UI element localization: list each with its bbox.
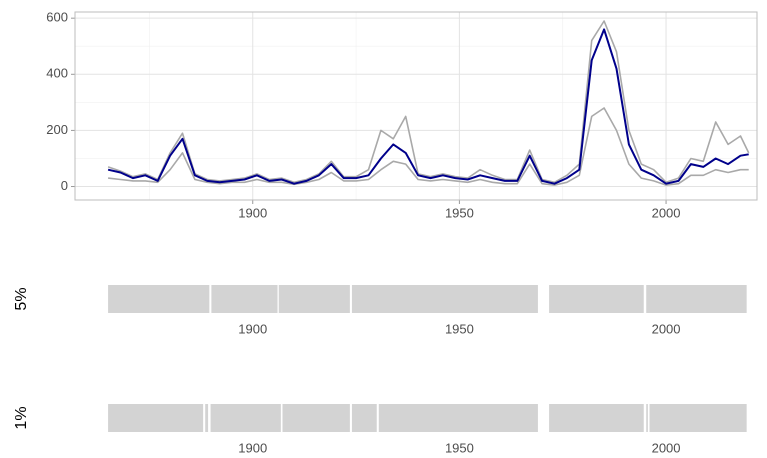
segment <box>210 404 281 432</box>
y-tick-label: 0 <box>61 178 68 193</box>
segment <box>646 404 648 432</box>
segment <box>282 404 350 432</box>
y-tick-label: 400 <box>46 66 68 81</box>
y-tick-label: 600 <box>46 10 68 25</box>
segment <box>278 285 350 313</box>
x-tick-label: 1950 <box>445 440 474 455</box>
x-tick-label: 2000 <box>652 440 681 455</box>
panel-border <box>74 11 758 201</box>
segment <box>549 404 644 432</box>
segment <box>351 404 377 432</box>
x-tick-label: 1900 <box>238 321 267 336</box>
segment <box>211 285 278 313</box>
y-tick-label: 200 <box>46 122 68 137</box>
segment <box>205 404 209 432</box>
x-tick-label: 1950 <box>445 321 474 336</box>
series-line <box>108 107 749 186</box>
series-line <box>107 28 749 185</box>
segment <box>549 285 644 313</box>
x-tick-label: 2000 <box>652 205 681 220</box>
segment <box>108 285 210 313</box>
segment <box>351 285 538 313</box>
x-tick-label: 1900 <box>238 440 267 455</box>
segment <box>646 285 747 313</box>
segment <box>378 404 538 432</box>
y-axis-label: 5% <box>13 287 30 310</box>
segment <box>649 404 747 432</box>
x-tick-label: 1900 <box>238 205 267 220</box>
y-axis-label: 1% <box>13 406 30 429</box>
segment <box>108 404 204 432</box>
x-tick-label: 2000 <box>652 321 681 336</box>
x-tick-label: 1950 <box>445 205 474 220</box>
series-line <box>107 20 750 184</box>
